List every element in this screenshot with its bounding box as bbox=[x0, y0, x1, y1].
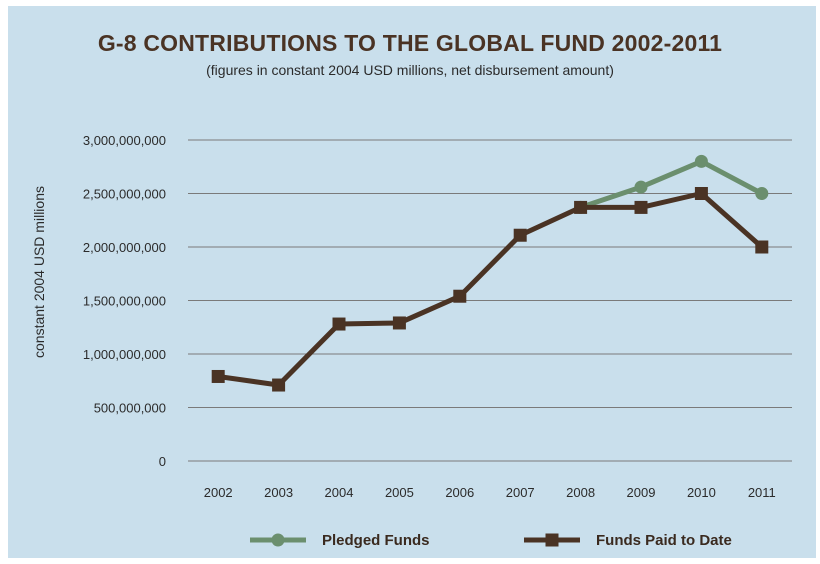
data-point bbox=[755, 241, 768, 254]
data-point bbox=[755, 187, 768, 200]
y-tick-label: 2,500,000,000 bbox=[83, 187, 166, 202]
x-tick-label: 2007 bbox=[506, 485, 535, 500]
y-tick-label: 0 bbox=[159, 454, 166, 469]
data-point bbox=[574, 201, 587, 214]
data-point bbox=[514, 229, 527, 242]
x-tick-label: 2009 bbox=[627, 485, 656, 500]
legend-label: Pledged Funds bbox=[322, 532, 430, 549]
legend-marker bbox=[546, 534, 559, 547]
y-axis-ticks: 0 500,000,000 1,000,000,000 1,500,000,000 2,… bbox=[83, 133, 166, 469]
legend-label: Funds Paid to Date bbox=[596, 532, 732, 549]
x-tick-label: 2011 bbox=[748, 485, 776, 500]
y-tick-label: 2,000,000,000 bbox=[83, 240, 166, 255]
x-tick-label: 2006 bbox=[445, 485, 474, 500]
x-tick-label: 2010 bbox=[687, 485, 716, 500]
data-point bbox=[393, 316, 406, 329]
legend: Pledged Funds Funds Paid to Date bbox=[250, 532, 732, 549]
y-tick-label: 1,000,000,000 bbox=[83, 347, 166, 362]
data-point bbox=[212, 370, 225, 383]
series-funds-paid-to-date bbox=[212, 187, 769, 392]
x-tick-label: 2004 bbox=[325, 485, 354, 500]
y-tick-label: 3,000,000,000 bbox=[83, 133, 166, 148]
data-point bbox=[333, 318, 346, 331]
data-point bbox=[635, 201, 648, 214]
y-tick-label: 1,500,000,000 bbox=[83, 294, 166, 309]
legend-marker bbox=[272, 534, 285, 547]
data-point bbox=[695, 187, 708, 200]
legend-item: Funds Paid to Date bbox=[524, 532, 732, 549]
legend-item: Pledged Funds bbox=[250, 532, 430, 549]
x-tick-label: 2005 bbox=[385, 485, 414, 500]
x-tick-label: 2002 bbox=[204, 485, 233, 500]
data-point bbox=[635, 181, 648, 194]
x-axis-ticks: 2002 2003 2004 2005 2006 2007 2008 2009 2010 2011 bbox=[204, 485, 776, 500]
x-tick-label: 2003 bbox=[264, 485, 293, 500]
series-line bbox=[218, 194, 762, 386]
series bbox=[212, 155, 769, 392]
data-point bbox=[695, 155, 708, 168]
y-tick-label: 500,000,000 bbox=[94, 401, 166, 416]
x-tick-label: 2008 bbox=[566, 485, 595, 500]
y-axis-label: constant 2004 USD millions bbox=[31, 186, 47, 358]
data-point bbox=[272, 379, 285, 392]
data-point bbox=[453, 290, 466, 303]
